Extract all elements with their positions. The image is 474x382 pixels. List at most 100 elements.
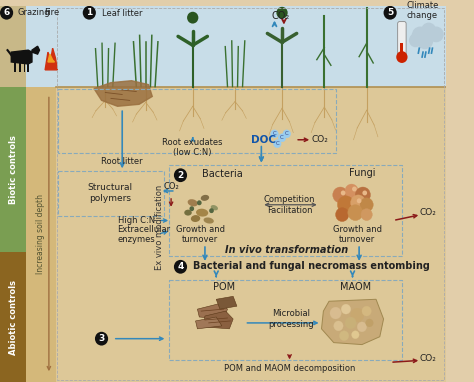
Ellipse shape (196, 209, 208, 217)
Circle shape (271, 130, 278, 138)
Polygon shape (48, 54, 55, 62)
Text: 2: 2 (177, 171, 183, 180)
Circle shape (352, 331, 359, 339)
Circle shape (360, 198, 373, 212)
Text: High C:N: High C:N (118, 216, 155, 225)
Text: Root litter: Root litter (101, 157, 143, 166)
Circle shape (339, 331, 349, 341)
Bar (57, 8, 444, 380)
Bar (24, 62, 26, 72)
Text: CO₂: CO₂ (271, 11, 289, 21)
Text: CO₂: CO₂ (419, 354, 436, 363)
Text: 1: 1 (86, 8, 92, 17)
Circle shape (333, 187, 348, 203)
Circle shape (209, 208, 214, 213)
Polygon shape (11, 50, 32, 64)
Bar (169, 280, 402, 360)
Text: Microbial
processing: Microbial processing (269, 309, 314, 329)
Bar (0, 6, 27, 382)
Ellipse shape (211, 205, 218, 210)
Circle shape (357, 322, 366, 332)
Text: Biotic controls: Biotic controls (9, 135, 18, 204)
Bar (19, 62, 21, 72)
Text: 6: 6 (3, 8, 9, 17)
Text: 4: 4 (177, 262, 184, 271)
Text: Root exudates
(low C:N): Root exudates (low C:N) (163, 138, 223, 157)
Circle shape (174, 168, 187, 182)
Text: CO₂: CO₂ (419, 208, 436, 217)
Circle shape (361, 209, 372, 220)
Bar (58, 89, 336, 152)
Text: Extracellular
enzymes: Extracellular enzymes (118, 225, 171, 244)
Circle shape (337, 196, 355, 214)
Circle shape (363, 191, 367, 196)
Bar (401, 43, 403, 57)
Polygon shape (32, 46, 39, 54)
Ellipse shape (191, 215, 200, 222)
Text: Fire: Fire (44, 8, 59, 17)
Circle shape (83, 6, 96, 19)
Circle shape (428, 26, 444, 42)
Text: C: C (273, 131, 276, 136)
Circle shape (366, 319, 373, 327)
Text: DOC: DOC (251, 135, 276, 145)
Text: Leaf litter: Leaf litter (101, 9, 142, 18)
Bar (27, 87, 446, 382)
Circle shape (351, 308, 364, 322)
Circle shape (174, 260, 187, 274)
Circle shape (352, 186, 357, 191)
Text: Growth and
turnover: Growth and turnover (176, 225, 225, 244)
Text: Ex vivo modification: Ex vivo modification (155, 185, 164, 270)
Polygon shape (321, 299, 383, 345)
Text: Competition: Competition (264, 195, 315, 204)
Polygon shape (45, 48, 57, 70)
Circle shape (95, 332, 108, 346)
Circle shape (334, 321, 343, 331)
Circle shape (409, 33, 422, 47)
Polygon shape (196, 317, 222, 329)
Text: 5: 5 (387, 8, 393, 17)
Circle shape (356, 187, 370, 203)
Text: Bacterial and fungal necromass entombing: Bacterial and fungal necromass entombing (193, 261, 429, 271)
Text: C: C (285, 131, 289, 136)
Circle shape (417, 31, 433, 49)
Circle shape (421, 23, 436, 38)
Text: Bacteria: Bacteria (202, 169, 243, 179)
Circle shape (283, 130, 291, 138)
Text: Climate
change: Climate change (406, 1, 438, 21)
Circle shape (341, 191, 346, 196)
Ellipse shape (204, 217, 214, 223)
Bar (169, 165, 402, 256)
Bar (0, 87, 27, 252)
Bar (27, 6, 446, 87)
Circle shape (357, 198, 362, 203)
Ellipse shape (201, 195, 209, 201)
Circle shape (396, 51, 408, 63)
Circle shape (187, 12, 198, 24)
Text: CO₂: CO₂ (163, 181, 179, 191)
Text: Grazing: Grazing (18, 8, 51, 17)
Text: C: C (280, 135, 284, 140)
Text: Fungi: Fungi (349, 168, 375, 178)
Circle shape (345, 317, 356, 329)
Circle shape (330, 307, 341, 319)
Ellipse shape (188, 199, 198, 206)
Text: C: C (275, 141, 279, 146)
Circle shape (197, 200, 201, 205)
Text: In vivo transformation: In vivo transformation (225, 245, 348, 255)
Circle shape (278, 134, 286, 142)
Polygon shape (203, 311, 233, 329)
Circle shape (351, 195, 366, 210)
Circle shape (276, 7, 288, 19)
Text: MAOM: MAOM (340, 282, 371, 293)
Circle shape (0, 6, 13, 19)
Bar (14, 62, 16, 72)
Text: Abiotic controls: Abiotic controls (9, 280, 18, 354)
Text: Growth and
turnover: Growth and turnover (333, 225, 382, 244)
Text: Increasing soil depth: Increasing soil depth (36, 194, 45, 274)
Ellipse shape (184, 210, 192, 215)
Circle shape (345, 184, 358, 198)
Circle shape (190, 206, 194, 211)
Circle shape (362, 306, 371, 316)
Text: CO₂: CO₂ (311, 135, 328, 144)
